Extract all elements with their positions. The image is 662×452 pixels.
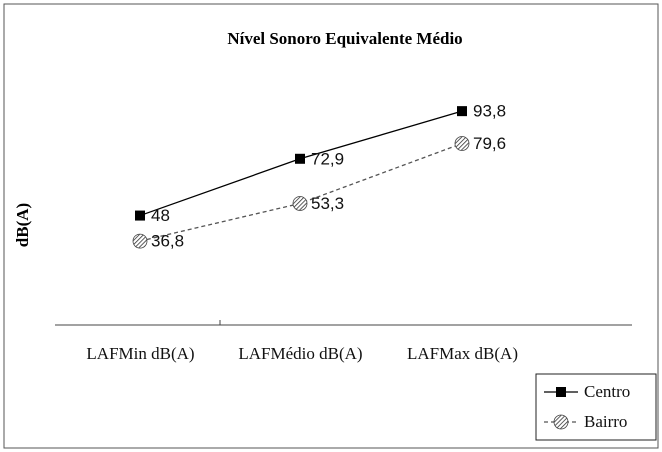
legend-label: Bairro xyxy=(584,412,627,431)
x-tick-label: LAFMin dB(A) xyxy=(86,344,195,363)
data-label: 93,8 xyxy=(473,102,506,121)
marker xyxy=(553,414,569,430)
chart-border xyxy=(3,3,659,449)
data-label: 53,3 xyxy=(311,194,344,213)
x-tick-label: LAFMédio dB(A) xyxy=(238,344,363,363)
marker xyxy=(454,136,470,151)
data-label: 48 xyxy=(151,206,170,225)
marker xyxy=(292,196,308,211)
chart-title: Nível Sonoro Equivalente Médio xyxy=(227,29,462,48)
marker xyxy=(457,106,467,117)
data-label: 72,9 xyxy=(311,149,344,168)
marker xyxy=(135,210,145,221)
legend-label: Centro xyxy=(584,382,630,401)
marker xyxy=(295,153,305,164)
marker xyxy=(556,387,566,397)
legend-box xyxy=(535,373,657,441)
data-label: 79,6 xyxy=(473,134,506,153)
y-axis-label: dB(A) xyxy=(13,203,32,247)
x-tick-label: LAFMax dB(A) xyxy=(407,344,518,363)
marker xyxy=(132,233,148,249)
data-label: 36,8 xyxy=(151,232,184,251)
